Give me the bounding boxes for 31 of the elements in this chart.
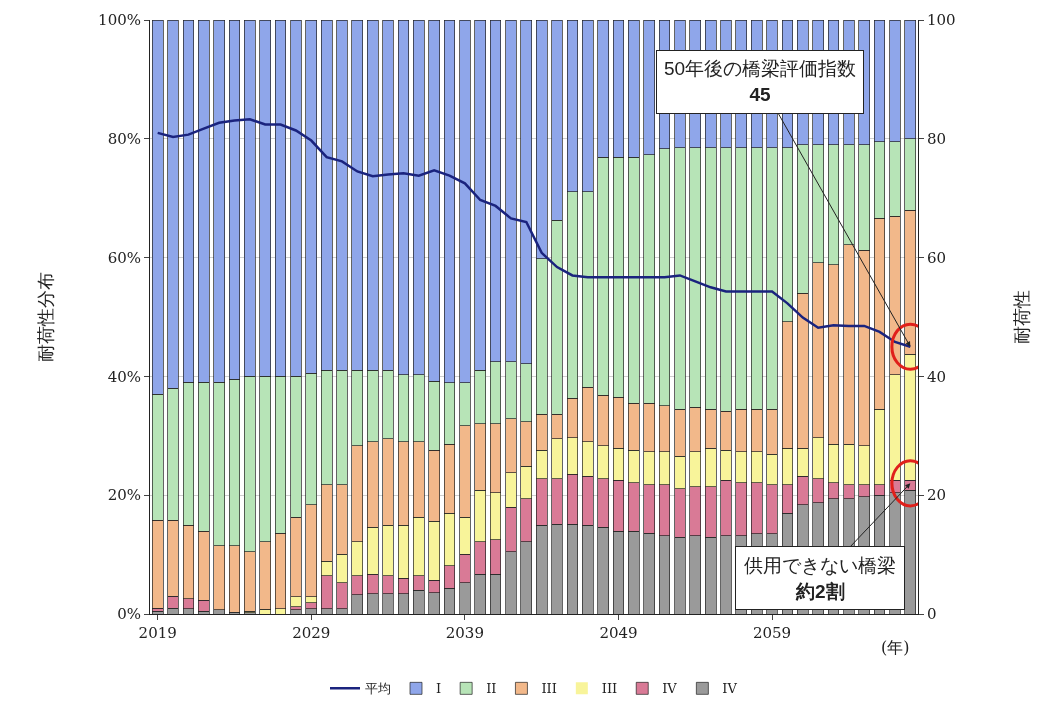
annotation: 50年後の橋梁評価指数 (664, 58, 857, 79)
legend-label: II (486, 681, 497, 697)
y2-tick-label: 100 (927, 11, 956, 30)
x-tick-label: 2029 (292, 624, 331, 642)
y2-tick-label: 40 (927, 367, 947, 386)
legend-label: IV (662, 681, 678, 697)
annotation: 45 (749, 83, 771, 105)
y2-axis-title: 耐荷性 (1010, 290, 1032, 344)
y-tick-label: 80% (107, 130, 141, 149)
y-axis-title: 耐荷性分布 (35, 272, 57, 362)
legend-label: 平均 (365, 681, 391, 697)
y2-tick-label: 80 (927, 130, 947, 149)
y-tick-label: 100% (98, 11, 141, 30)
y-tick-label: 0% (117, 605, 141, 624)
y2-tick-label: 60 (927, 248, 947, 267)
annotation: 約2割 (795, 581, 845, 602)
x-tick-label: 2039 (445, 624, 484, 642)
legend-label: I (436, 681, 442, 697)
x-axis-title: (年) (881, 638, 910, 657)
x-tick-label: 2049 (599, 624, 638, 642)
y-tick-label: 20% (107, 486, 141, 505)
legend-label: IV (722, 681, 738, 697)
annotation: 供用できない橋梁 (744, 555, 896, 576)
y2-tick-label: 20 (927, 486, 947, 505)
x-tick-label: 2059 (752, 624, 792, 642)
y-tick-label: 60% (107, 248, 141, 267)
legend-label: III (541, 681, 557, 697)
y-tick-label: 40% (107, 367, 141, 386)
y2-tick-label: 0 (927, 605, 937, 624)
x-tick-label: 2019 (138, 624, 177, 642)
legend-label: III (601, 681, 618, 697)
